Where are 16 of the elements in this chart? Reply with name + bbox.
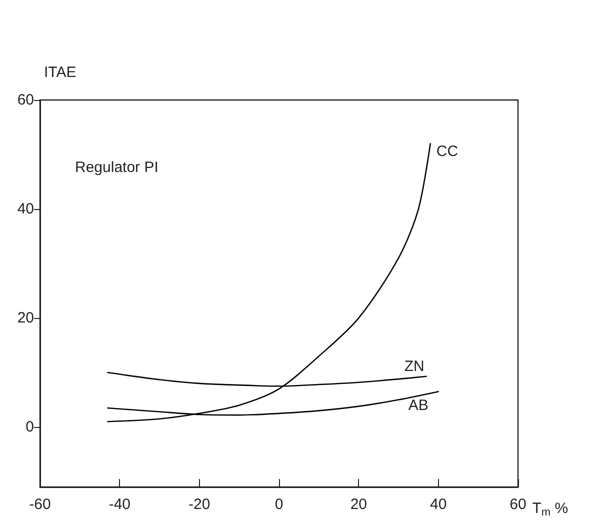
series-label: CC (436, 143, 458, 160)
y-tick-label: 40 (17, 200, 34, 218)
y-tick-label: 20 (17, 310, 34, 327)
x-tick-label: -20 (188, 496, 210, 513)
x-tick-label: -40 (108, 496, 131, 513)
y-tick-label: 0 (26, 418, 34, 436)
x-tick-label: -60 (29, 496, 51, 513)
x-tick-label: 20 (350, 496, 368, 513)
series-label: AB (408, 397, 428, 414)
x-tick-label: 40 (430, 496, 447, 513)
y-axis-title: ITAE (44, 64, 76, 81)
x-tick-label: 60 (510, 496, 526, 513)
series-label: ZN (404, 358, 424, 375)
x-tick-label: 0 (274, 496, 284, 513)
y-tick-label: 60 (17, 92, 34, 108)
annotation: Regulator PI (75, 159, 158, 176)
